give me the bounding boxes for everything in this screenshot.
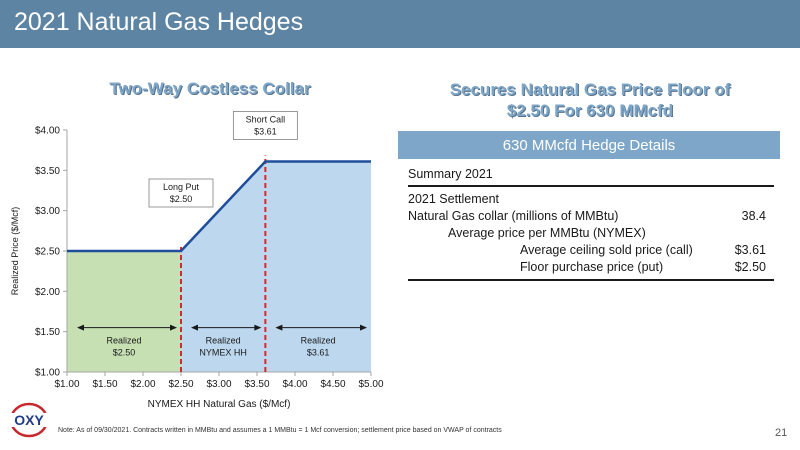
x-tick-label: $2.50 [168, 379, 193, 390]
long-put-label: Long Put [163, 182, 200, 192]
arrow-head-right [254, 324, 262, 331]
x-tick-label: $3.50 [244, 379, 269, 390]
short-call-label: Short Call [246, 114, 286, 124]
floor-row: Floor purchase price (put) $2.50 [408, 259, 774, 276]
table-bottom-rule [408, 279, 774, 281]
arrow-head-right [360, 324, 367, 331]
x-tick-label: $2.00 [130, 379, 155, 390]
region-upside [181, 161, 371, 372]
floor-label: Floor purchase price (put) [520, 260, 664, 274]
region-label-line1: Realized [301, 336, 336, 346]
summary-label: Summary 2021 [408, 167, 493, 181]
region-label-line2: $3.61 [307, 348, 330, 358]
settlement-row: 2021 Settlement [408, 191, 774, 208]
chart-title: Two-Way Costless Collar [109, 79, 311, 98]
x-tick-label: $1.50 [92, 379, 117, 390]
collar-chart: $1.00 $1.50 $2.00 $2.50 $3.00 $3.50 $4.00 $1.00… [10, 111, 384, 410]
long-put-callout [148, 178, 214, 208]
region-floor [67, 251, 181, 372]
region-label-line2: $2.50 [113, 348, 136, 358]
arrow-head-left [191, 324, 198, 331]
x-axis-title: NYMEX HH Natural Gas ($/Mcf) [148, 399, 291, 410]
footnote: Note: As of 09/30/2021. Contracts writte… [58, 427, 502, 434]
x-tick-label: $5.00 [358, 379, 383, 390]
arrow-head-left [77, 324, 84, 331]
hedge-summary-title: Secures Natural Gas Price Floor of $2.50… [405, 79, 775, 121]
slide-title: 2021 Natural Gas Hedges [14, 8, 304, 36]
x-tick-label: $4.00 [282, 379, 307, 390]
y-tick-label: $1.50 [35, 327, 60, 338]
region-label-line2: NYMEX HH [199, 348, 247, 358]
collar-label: Natural Gas collar (millions of MMBtu) [408, 209, 619, 223]
y-tick-label: $1.00 [35, 368, 60, 379]
y-tick-label: $3.00 [35, 206, 60, 217]
avg-price-row: Average price per MMBtu (NYMEX) [408, 225, 774, 242]
y-tick-label: $2.00 [35, 287, 60, 298]
summary-row: Summary 2021 [408, 166, 774, 183]
y-tick-label: $3.50 [35, 166, 60, 177]
hedge-details-header: 630 MMcfd Hedge Details [398, 131, 780, 159]
long-put-value: $2.50 [170, 194, 193, 204]
x-tick-label: $3.00 [206, 379, 231, 390]
short-call-callout [232, 111, 298, 140]
y-tick-label: $2.50 [35, 247, 60, 258]
collar-value: 38.4 [741, 209, 766, 223]
collar-row: Natural Gas collar (millions of MMBtu) 3… [408, 208, 774, 225]
oxy-logo: OXY [7, 402, 51, 438]
settlement-label: 2021 Settlement [408, 192, 500, 206]
arrow-head-right [170, 324, 177, 331]
x-tick-label: $4.50 [320, 379, 345, 390]
y-axis-title: Realized Price ($/Mcf) [10, 207, 20, 296]
arrow-head-left [275, 324, 283, 331]
title-bar: 2021 Natural Gas Hedges [0, 0, 800, 48]
payoff-line [67, 160, 371, 253]
region-label-line1: Realized [106, 336, 141, 346]
logo-text: OXY [14, 412, 44, 428]
hedge-summary-title-line1: Secures Natural Gas Price Floor of [449, 80, 731, 99]
y-tick-label: $4.00 [35, 126, 60, 137]
x-tick-label: $1.00 [54, 379, 79, 390]
ceiling-value: $3.61 [734, 243, 766, 257]
floor-value: $2.50 [734, 260, 766, 274]
short-call-value: $3.61 [254, 126, 277, 136]
table-divider [408, 185, 774, 187]
hedge-summary-title-line2: $2.50 For 630 MMcfd [506, 101, 674, 120]
page-number: 21 [775, 427, 788, 439]
avg-price-label: Average price per MMBtu (NYMEX) [448, 226, 646, 240]
ceiling-label: Average ceiling sold price (call) [520, 243, 693, 257]
hedge-details-table: Summary 2021 2021 Settlement Natural Gas… [408, 166, 774, 285]
region-label-line1: Realized [206, 336, 241, 346]
ceiling-row: Average ceiling sold price (call) $3.61 [408, 242, 774, 259]
